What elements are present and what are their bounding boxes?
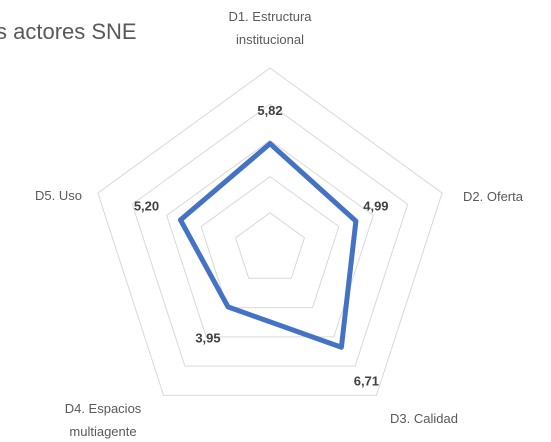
axis-label: D4. Espacios multiagente xyxy=(65,401,142,439)
grid-ring xyxy=(200,175,340,309)
axis-label-line: D5. Uso xyxy=(35,188,82,203)
data-label: 5,82 xyxy=(257,103,282,118)
axis-label-line: D3. Calidad xyxy=(390,411,458,426)
grid-ring xyxy=(234,212,306,279)
axis-label-line: multiagente xyxy=(69,424,136,439)
grid-ring xyxy=(166,139,374,338)
grid-ring xyxy=(97,67,443,396)
axis-label: D2. Oferta xyxy=(463,189,524,204)
axis-label: D5. Uso xyxy=(35,188,82,203)
axis-label-line: D4. Espacios xyxy=(65,401,142,416)
data-label: 4,99 xyxy=(363,199,388,214)
axis-label: D3. Calidad xyxy=(390,411,458,426)
axis-label: D1. Estructura institucional xyxy=(228,9,312,47)
axis-label-line: institucional xyxy=(236,32,304,47)
data-label: 5,20 xyxy=(134,198,159,213)
chart-title: s actores SNE xyxy=(0,19,137,44)
data-label: 6,71 xyxy=(354,374,379,389)
series-line xyxy=(177,141,359,350)
grid-ring xyxy=(131,103,409,367)
data-label: 3,95 xyxy=(195,330,220,345)
axis-label-line: D2. Oferta xyxy=(463,189,524,204)
axis-label-line: D1. Estructura xyxy=(228,9,312,24)
